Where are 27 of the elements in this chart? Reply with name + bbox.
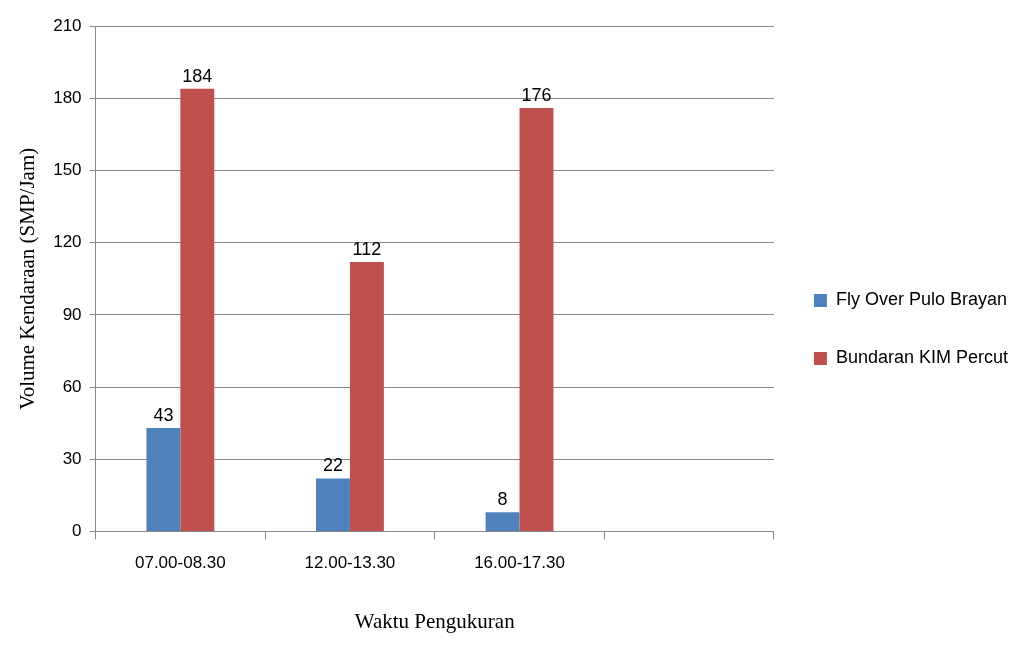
data-label: 8 xyxy=(497,489,508,510)
data-label: 22 xyxy=(322,455,343,476)
x-tick-label: 07.00-08.30 xyxy=(134,553,226,573)
y-tick-label: 150 xyxy=(53,160,82,180)
legend-label: Fly Over Pulo Brayan xyxy=(835,289,1007,310)
y-tick-label: 60 xyxy=(62,376,82,396)
bar xyxy=(146,427,181,531)
data-label: 176 xyxy=(521,84,552,105)
x-tick-label: 16.00-17.30 xyxy=(474,553,565,573)
bar xyxy=(349,261,384,531)
x-tick-label: 12.00-13.30 xyxy=(304,553,396,573)
legend-label: Bundaran KIM Percut xyxy=(835,347,1008,368)
y-tick-label: 180 xyxy=(53,88,82,108)
data-label: 112 xyxy=(352,238,382,259)
y-tick-label: 90 xyxy=(62,304,82,324)
data-label: 43 xyxy=(153,404,174,425)
data-label: 184 xyxy=(182,65,213,86)
bar xyxy=(485,512,520,531)
y-axis-title: Volume Kendaraan (SMP/Jam) xyxy=(15,147,40,410)
y-tick-label: 0 xyxy=(72,521,82,541)
y-tick-label: 120 xyxy=(53,232,82,252)
bar xyxy=(316,478,350,531)
bar xyxy=(180,88,215,531)
y-tick-label: 210 xyxy=(53,15,82,35)
x-axis-title: Waktu Pengukuran xyxy=(354,608,516,633)
y-tick-label: 30 xyxy=(62,448,82,468)
bar xyxy=(519,107,554,531)
